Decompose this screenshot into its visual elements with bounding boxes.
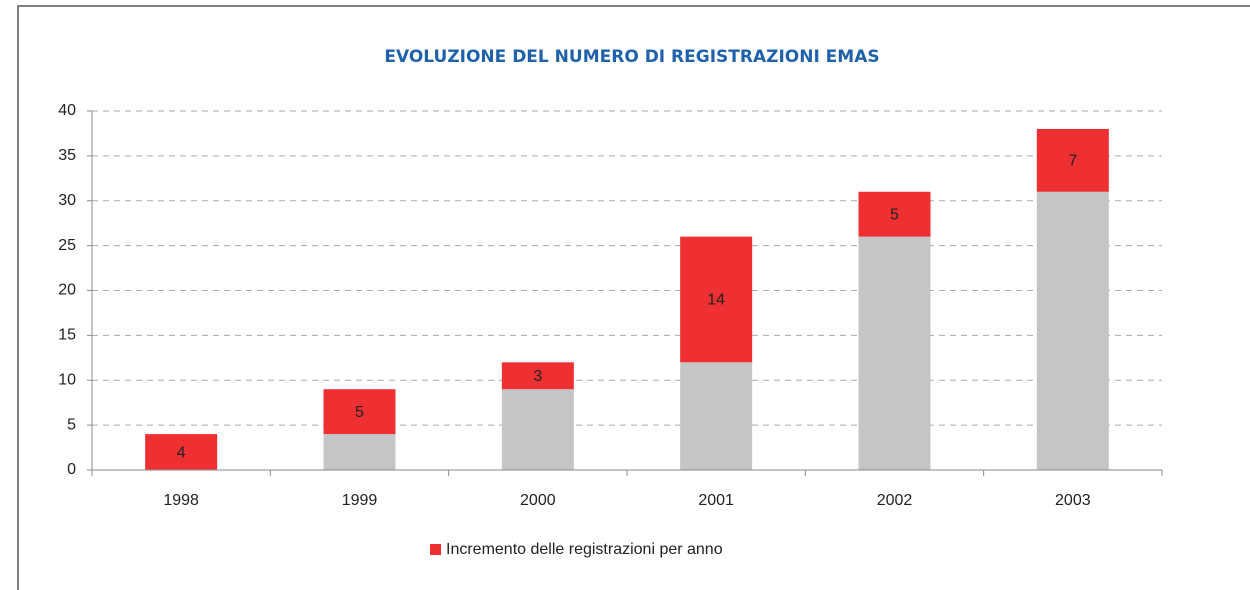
y-tick-label: 40 xyxy=(58,102,76,119)
data-label: 5 xyxy=(355,404,364,421)
y-tick-label: 5 xyxy=(67,416,76,433)
legend-swatch xyxy=(430,544,441,555)
bar-segment xyxy=(680,362,753,470)
bar-segment xyxy=(323,434,396,470)
x-tick-label: 2000 xyxy=(520,492,556,509)
data-label: 3 xyxy=(533,368,542,385)
x-tick-label: 1998 xyxy=(163,492,199,509)
bar-segment xyxy=(858,236,931,470)
bar-segment xyxy=(680,236,753,363)
y-tick-label: 0 xyxy=(67,461,76,478)
x-tick-label: 2003 xyxy=(1055,492,1091,509)
frame xyxy=(17,5,1250,590)
bar-segment xyxy=(1036,128,1109,192)
bar-segment xyxy=(501,362,574,390)
data-label: 4 xyxy=(177,444,186,461)
x-tick-label: 2002 xyxy=(877,492,913,509)
chart-title: EVOLUZIONE DEL NUMERO DI REGISTRAZIONI E… xyxy=(384,47,879,67)
bar-segment xyxy=(501,389,574,470)
bar-segment xyxy=(145,434,218,470)
legend-label: Incremento delle registrazioni per anno xyxy=(446,541,723,558)
x-tick-label: 2001 xyxy=(698,492,734,509)
bar-segment xyxy=(858,191,931,237)
data-label: 5 xyxy=(890,206,899,223)
bar-segment xyxy=(323,389,396,435)
bar-segment xyxy=(1036,191,1109,470)
data-label: 14 xyxy=(707,292,725,309)
y-tick-label: 30 xyxy=(58,192,76,209)
y-tick-label: 10 xyxy=(58,371,76,388)
data-label: 7 xyxy=(1068,153,1077,170)
y-tick-label: 35 xyxy=(58,147,76,164)
y-tick-label: 25 xyxy=(58,237,76,254)
y-tick-label: 15 xyxy=(58,327,76,344)
y-tick-label: 20 xyxy=(58,282,76,299)
x-tick-label: 1999 xyxy=(342,492,378,509)
